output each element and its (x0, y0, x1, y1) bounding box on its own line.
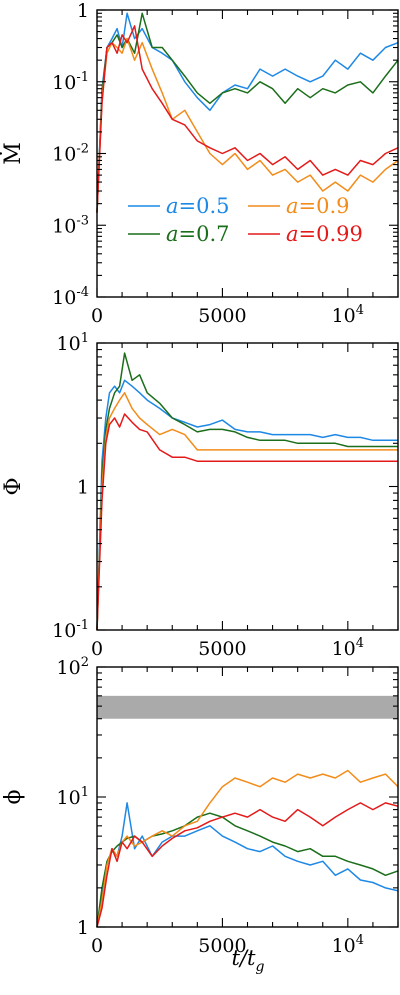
y-tick-label: 1 (77, 0, 89, 22)
y-tick-label: 101 (57, 331, 89, 355)
series-line-a07 (96, 352, 398, 631)
y-axis-label: Ṁ (0, 142, 26, 165)
series-line-a099 (96, 802, 399, 928)
y-tick-label: 10-3 (52, 213, 89, 237)
series-line-a07 (96, 12, 399, 213)
series-line-a09 (96, 392, 398, 631)
y-tick-label: 10-2 (52, 142, 89, 166)
y-tick-label: 1 (77, 917, 89, 939)
series-line-a099 (96, 25, 399, 213)
series-line-a09 (96, 37, 399, 213)
reference-band (97, 695, 398, 719)
legend-label: a=0.5 (166, 194, 230, 218)
x-tick-label: 5000 (198, 935, 246, 957)
plot-frame (96, 9, 399, 298)
legend-label: a=0.7 (166, 222, 230, 246)
y-axis-label: ϕ (1, 790, 26, 805)
x-tick-label: 104 (332, 933, 364, 957)
y-tick-label: 10-1 (52, 618, 89, 642)
y-tick-label: 1 (77, 477, 89, 499)
x-tick-label: 0 (91, 638, 103, 660)
series-line-a05 (96, 379, 398, 631)
y-tick-label: 10-1 (52, 70, 89, 94)
series-line-a05 (96, 802, 399, 928)
panel-3: 102 101 10 5000 104 ϕ (1, 655, 399, 957)
y-tick-label: 102 (57, 655, 89, 679)
series-line-a07 (96, 812, 399, 928)
panel-2: 101 1 10-10 5000 104 Φ (1, 331, 399, 660)
x-tick-label: 104 (332, 636, 364, 660)
series-line-a099 (96, 413, 398, 631)
x-tick-label: 0 (91, 935, 103, 957)
plot-frame (96, 342, 399, 631)
y-axis-label: Φ (1, 477, 26, 495)
x-axis-label: t/tg (232, 946, 265, 975)
legend-label: a=0.99 (286, 222, 363, 246)
x-tick-label: 104 (332, 303, 364, 327)
panel-1: 1 10-1 10-2 10-3 10-40 5000 104 Ṁ (0, 0, 399, 327)
legend-label: a=0.9 (286, 194, 350, 218)
x-tick-label: 5000 (198, 305, 246, 327)
x-tick-label: 0 (91, 305, 103, 327)
legend: a=0.5 a=0.9 a=0.7 a=0.99 (128, 194, 363, 246)
x-tick-label: 5000 (198, 638, 246, 660)
y-tick-label: 101 (57, 785, 89, 809)
y-tick-label: 10-4 (52, 285, 89, 309)
